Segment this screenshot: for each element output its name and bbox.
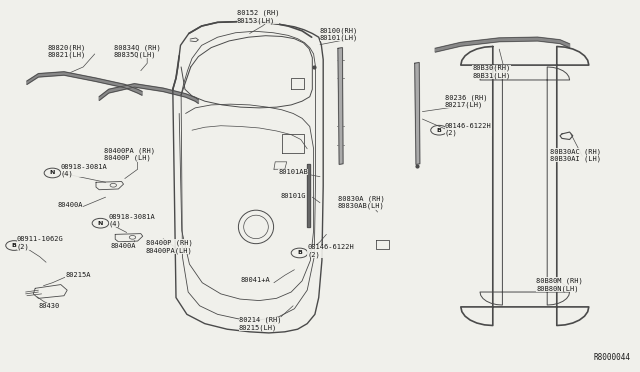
Text: 80430: 80430 <box>38 303 60 309</box>
Text: N: N <box>50 170 55 176</box>
Text: 80B80M (RH)
80B80N(LH): 80B80M (RH) 80B80N(LH) <box>536 278 583 292</box>
Text: 80101G: 80101G <box>280 193 306 199</box>
Text: B: B <box>12 243 17 248</box>
Text: 80101AB: 80101AB <box>278 169 308 175</box>
Text: 80820(RH)
80821(LH): 80820(RH) 80821(LH) <box>48 44 86 58</box>
Text: B: B <box>436 128 442 133</box>
Text: 80834Q (RH)
80835Q(LH): 80834Q (RH) 80835Q(LH) <box>114 44 161 58</box>
Text: N: N <box>98 221 103 226</box>
Polygon shape <box>415 62 420 164</box>
Text: 80B30AC (RH)
80B30AI (LH): 80B30AC (RH) 80B30AI (LH) <box>550 148 602 162</box>
Polygon shape <box>307 164 310 227</box>
Text: 80041+A: 80041+A <box>241 277 270 283</box>
Text: 80400P (RH)
80400PA(LH): 80400P (RH) 80400PA(LH) <box>146 240 193 254</box>
Polygon shape <box>27 72 142 95</box>
Text: 08918-3081A
(4): 08918-3081A (4) <box>61 164 108 177</box>
Text: 80400A: 80400A <box>58 202 83 208</box>
Polygon shape <box>99 84 198 103</box>
Text: 08911-1062G
(2): 08911-1062G (2) <box>17 236 63 250</box>
Text: 80B30(RH)
80B31(LH): 80B30(RH) 80B31(LH) <box>472 65 511 79</box>
Text: 80152 (RH)
80153(LH): 80152 (RH) 80153(LH) <box>237 10 279 24</box>
Text: 80400PA (RH)
80400P (LH): 80400PA (RH) 80400P (LH) <box>104 147 156 161</box>
Text: 80236 (RH)
80217(LH): 80236 (RH) 80217(LH) <box>445 94 487 108</box>
Text: 08918-3081A
(4): 08918-3081A (4) <box>109 214 156 227</box>
Text: R8000044: R8000044 <box>593 353 630 362</box>
Text: 80400A: 80400A <box>110 243 136 248</box>
Text: 80830A (RH)
80830AB(LH): 80830A (RH) 80830AB(LH) <box>338 195 385 209</box>
Text: 80214 (RH)
80215(LH): 80214 (RH) 80215(LH) <box>239 317 281 331</box>
Polygon shape <box>338 48 343 164</box>
Text: 08146-6122H
(2): 08146-6122H (2) <box>445 123 492 136</box>
Text: B: B <box>297 250 302 256</box>
Text: 08146-6122H
(2): 08146-6122H (2) <box>307 244 354 258</box>
Polygon shape <box>435 37 570 52</box>
Text: 80100(RH)
80101(LH): 80100(RH) 80101(LH) <box>320 27 358 41</box>
Text: 80215A: 80215A <box>65 272 91 278</box>
